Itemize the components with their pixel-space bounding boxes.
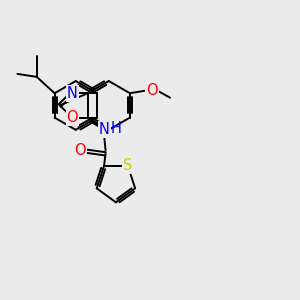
Text: O: O: [74, 143, 85, 158]
Text: N: N: [67, 86, 78, 101]
Text: S: S: [123, 158, 133, 173]
Text: H: H: [111, 121, 122, 136]
Text: O: O: [67, 110, 78, 125]
Text: N: N: [99, 122, 110, 137]
Text: O: O: [146, 83, 158, 98]
